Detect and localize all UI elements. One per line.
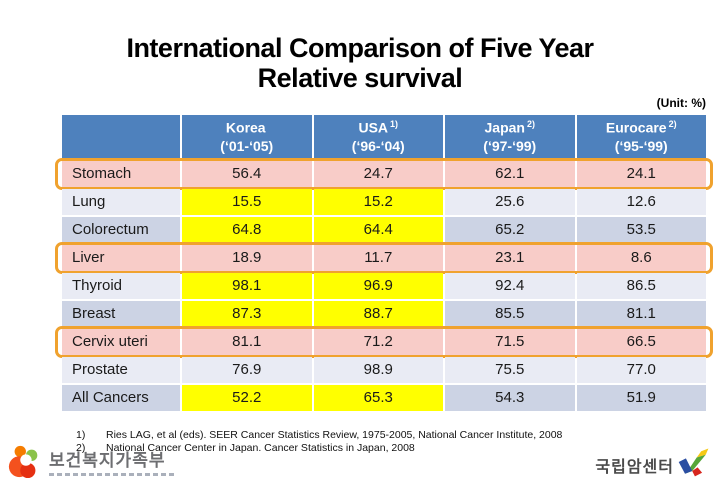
page-title-line2: Relative survival [257, 63, 463, 94]
footnotes: 1) Ries LAG, et al (eds). SEER Cancer Sta… [76, 429, 562, 455]
row-label-cell: Prostate [62, 357, 180, 383]
header-footnote-ref: 2) [526, 118, 535, 129]
value-cell: 66.5 [576, 329, 706, 355]
header-cell-blank [62, 115, 180, 159]
value-cell: 65.2 [445, 217, 575, 243]
value-cell: 98.9 [313, 357, 443, 383]
table-header-row: Korea (‘01-‘05) USA 1) (‘96-‘04) Japan 2) … [62, 115, 706, 159]
value-cell: 87.3 [182, 301, 312, 327]
header-period: (‘95-‘99) [614, 138, 668, 155]
page-title-line1: International Comparison of Five Year [126, 33, 594, 63]
header-period: (‘96-‘04) [351, 138, 405, 155]
ministry-swirl-icon [6, 443, 44, 479]
page-title: International Comparison of Five Year Re… [0, 33, 720, 93]
table-row-colorectum: Colorectum 64.8 64.4 65.2 53.5 [62, 217, 706, 243]
row-label-cell: Lung [62, 189, 180, 215]
value-cell: 71.2 [313, 329, 443, 355]
value-cell: 24.1 [576, 161, 706, 187]
value-cell: 75.5 [445, 357, 575, 383]
row-label-cell: Cervix uteri [62, 329, 180, 355]
value-cell: 11.7 [313, 245, 443, 271]
value-cell: 77.0 [576, 357, 706, 383]
ministry-logo: 보건복지가족부 [6, 443, 177, 479]
header-country: Japan [484, 119, 525, 136]
row-label-cell: All Cancers [62, 385, 180, 411]
value-cell: 54.3 [445, 385, 575, 411]
row-label-cell: Colorectum [62, 217, 180, 243]
ministry-subtext-bar [49, 473, 177, 476]
ncc-check-icon [676, 446, 712, 479]
value-cell: 24.7 [313, 161, 443, 187]
row-label-cell: Liver [62, 245, 180, 271]
footnote-number: 2) [76, 442, 86, 454]
value-cell: 98.1 [182, 273, 312, 299]
value-cell: 76.9 [182, 357, 312, 383]
header-cell-japan: Japan 2) (‘97-‘99) [445, 115, 575, 159]
header-period: (‘01-‘05) [220, 138, 274, 155]
ministry-logo-text: 보건복지가족부 [49, 451, 166, 470]
value-cell: 65.3 [313, 385, 443, 411]
table-row-breast: Breast 87.3 88.7 85.5 81.1 [62, 301, 706, 327]
footnote-text: Ries LAG, et al (eds). SEER Cancer Stati… [106, 429, 563, 441]
header-cell-eurocare: Eurocare 2) (‘95-‘99) [576, 115, 706, 159]
value-cell: 81.1 [182, 329, 312, 355]
header-cell-usa: USA 1) (‘96-‘04) [313, 115, 443, 159]
value-cell: 64.8 [182, 217, 312, 243]
ncc-logo-text: 국립암센터 [595, 458, 674, 476]
table-row-liver: Liver 18.9 11.7 23.1 8.6 [55, 242, 713, 274]
table-row-all-cancers: All Cancers 52.2 65.3 54.3 51.9 [62, 385, 706, 411]
header-footnote-ref: 1) [390, 118, 399, 129]
survival-table: Korea (‘01-‘05) USA 1) (‘96-‘04) Japan 2) … [55, 115, 713, 413]
value-cell: 96.9 [313, 273, 443, 299]
footnote-text: National Cancer Center in Japan. Cancer … [106, 442, 415, 454]
header-cell-korea: Korea (‘01-‘05) [182, 115, 312, 159]
value-cell: 25.6 [445, 189, 575, 215]
value-cell: 62.1 [445, 161, 575, 187]
value-cell: 86.5 [576, 273, 706, 299]
value-cell: 18.9 [182, 245, 312, 271]
row-label-cell: Stomach [62, 161, 180, 187]
value-cell: 56.4 [182, 161, 312, 187]
table-row-thyroid: Thyroid 98.1 96.9 92.4 86.5 [62, 273, 706, 299]
footnote-1: 1) Ries LAG, et al (eds). SEER Cancer Sta… [76, 429, 562, 442]
table-row-stomach: Stomach 56.4 24.7 62.1 24.1 [55, 158, 713, 190]
value-cell: 15.5 [182, 189, 312, 215]
table-row-lung: Lung 15.5 15.2 25.6 12.6 [62, 189, 706, 215]
header-country: Eurocare [605, 119, 667, 136]
value-cell: 71.5 [445, 329, 575, 355]
value-cell: 53.5 [576, 217, 706, 243]
value-cell: 52.2 [182, 385, 312, 411]
value-cell: 12.6 [576, 189, 706, 215]
value-cell: 85.5 [445, 301, 575, 327]
header-country: Korea [225, 119, 266, 136]
header-period: (‘97-‘99) [483, 138, 537, 155]
footnote-2: 2) National Cancer Center in Japan. Cance… [76, 442, 562, 455]
national-cancer-center-logo: 국립암센터 [595, 446, 712, 479]
header-footnote-ref: 2) [668, 118, 677, 129]
row-label-cell: Breast [62, 301, 180, 327]
value-cell: 23.1 [445, 245, 575, 271]
unit-label: (Unit: %) [656, 96, 706, 110]
value-cell: 92.4 [445, 273, 575, 299]
table-row-prostate: Prostate 76.9 98.9 75.5 77.0 [62, 357, 706, 383]
row-label-cell: Thyroid [62, 273, 180, 299]
value-cell: 51.9 [576, 385, 706, 411]
value-cell: 81.1 [576, 301, 706, 327]
table-body: Stomach 56.4 24.7 62.1 24.1 Lung 15.5 15.2 25.6 1… [55, 158, 713, 411]
value-cell: 88.7 [313, 301, 443, 327]
header-country: USA [358, 119, 389, 136]
footnote-number: 1) [76, 429, 86, 441]
value-cell: 15.2 [313, 189, 443, 215]
value-cell: 64.4 [313, 217, 443, 243]
table-row-cervix-uteri: Cervix uteri 81.1 71.2 71.5 66.5 [55, 326, 713, 358]
value-cell: 8.6 [576, 245, 706, 271]
